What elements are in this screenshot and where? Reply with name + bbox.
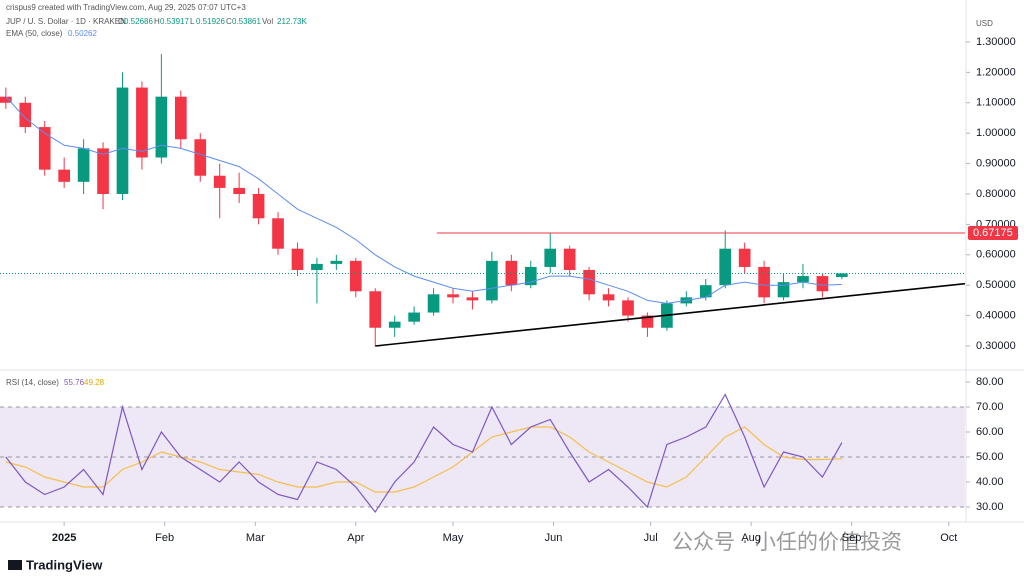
y-tick-label: 1.10000 bbox=[976, 97, 1016, 109]
candle-body bbox=[136, 87, 148, 158]
candle-body bbox=[38, 127, 51, 170]
candle-body bbox=[486, 260, 498, 301]
ohlc-value: 0.53861 bbox=[232, 17, 261, 26]
candle-body bbox=[816, 276, 829, 292]
candle-body bbox=[272, 218, 284, 249]
x-tick-label: 2025 bbox=[52, 532, 76, 544]
candle-body bbox=[213, 175, 226, 188]
candle-body bbox=[427, 294, 440, 313]
candle-body bbox=[233, 187, 245, 194]
candle-body bbox=[505, 260, 518, 286]
rsi-line bbox=[5, 393, 843, 514]
brand: TradingView bbox=[26, 557, 103, 572]
ohlc-label: H bbox=[154, 17, 160, 26]
candle-body bbox=[602, 294, 615, 301]
x-tick-label: Oct bbox=[940, 532, 957, 544]
candle-body bbox=[19, 102, 32, 128]
y-tick-label: 30.00 bbox=[976, 501, 1004, 513]
ohlc-label: L bbox=[190, 17, 195, 26]
candle-body bbox=[369, 291, 382, 328]
candle-body bbox=[738, 248, 751, 267]
candle-body bbox=[330, 260, 343, 264]
candle-body bbox=[797, 276, 809, 283]
candle-body bbox=[155, 96, 168, 158]
candle-body bbox=[174, 96, 187, 140]
candle-body bbox=[0, 96, 12, 103]
ema-legend: EMA (50, close) bbox=[6, 29, 63, 38]
volume-label: Vol bbox=[262, 17, 273, 26]
rsi-legend: RSI (14, close) bbox=[6, 378, 59, 387]
rsi-legend-value: 55.76 bbox=[64, 378, 85, 387]
ema-line bbox=[5, 96, 842, 304]
y-tick-label: 40.00 bbox=[976, 476, 1004, 488]
candle-body bbox=[194, 139, 207, 176]
y-tick-label: 0.60000 bbox=[976, 249, 1016, 261]
y-tick-label: 70.00 bbox=[976, 401, 1004, 413]
candle-body bbox=[583, 269, 595, 295]
author: crispus9 created with TradingView.com, A… bbox=[6, 3, 246, 12]
candle-body bbox=[388, 321, 401, 328]
symbol: JUP / U. S. Dollar · 1D · KRAKEN bbox=[6, 17, 126, 26]
y-tick-label: 0.50000 bbox=[976, 279, 1016, 291]
x-tick-label: Aug bbox=[741, 532, 761, 544]
currency: USD bbox=[976, 19, 993, 28]
candle-body bbox=[311, 263, 323, 270]
candle-body bbox=[777, 282, 790, 298]
candle-body bbox=[252, 193, 265, 219]
y-tick-label: 0.40000 bbox=[976, 309, 1016, 321]
candle-body bbox=[291, 248, 304, 270]
y-tick-label: 1.00000 bbox=[976, 127, 1016, 139]
logo-mark bbox=[8, 560, 22, 570]
trendline bbox=[375, 282, 966, 347]
y-tick-label: 50.00 bbox=[976, 451, 1004, 463]
ohlc-value: 0.51926 bbox=[196, 17, 225, 26]
candle-body bbox=[622, 300, 634, 316]
candle-body bbox=[116, 87, 129, 194]
ohlc-value: 0.52686 bbox=[124, 17, 153, 26]
candle-body bbox=[544, 248, 557, 267]
candle-body bbox=[408, 312, 420, 322]
x-tick-label: Apr bbox=[347, 532, 364, 544]
y-tick-label: 0.30000 bbox=[976, 340, 1016, 352]
candle-body bbox=[758, 266, 770, 298]
x-tick-label: Mar bbox=[246, 532, 265, 544]
ohlc-value: 0.53917 bbox=[160, 17, 189, 26]
candle-body bbox=[719, 248, 732, 286]
candle-body bbox=[524, 266, 537, 286]
candle-body bbox=[77, 148, 90, 182]
x-tick-label: May bbox=[443, 532, 464, 544]
rsi-ma-legend-value: 49.28 bbox=[84, 378, 105, 387]
watermark: 公众号 · 小任的价值投资 bbox=[672, 530, 902, 554]
ohlc-label: C bbox=[226, 17, 232, 26]
ema-legend-value: 0.50262 bbox=[68, 29, 97, 38]
candle-body bbox=[349, 260, 362, 292]
x-tick-label: Sep bbox=[842, 532, 862, 544]
resistance-label: 0.67175 bbox=[973, 227, 1013, 239]
resistance-label-box bbox=[968, 225, 1018, 240]
y-tick-label: 60.00 bbox=[976, 426, 1004, 438]
candle-body bbox=[97, 148, 109, 194]
x-tick-label: Jun bbox=[545, 532, 563, 544]
y-tick-label: 0.80000 bbox=[976, 188, 1016, 200]
candle-body bbox=[58, 169, 70, 182]
y-tick-label: 1.30000 bbox=[976, 36, 1016, 48]
candle-body bbox=[466, 297, 479, 301]
candle-body bbox=[699, 285, 712, 298]
y-tick-label: 1.20000 bbox=[976, 66, 1016, 78]
candle-body bbox=[641, 315, 654, 328]
candle-body bbox=[447, 294, 459, 298]
y-tick-label: 80.00 bbox=[976, 376, 1004, 388]
x-tick-label: Feb bbox=[155, 532, 174, 544]
ohlc-label: O bbox=[118, 17, 124, 26]
candle-body bbox=[836, 273, 848, 278]
y-tick-label: 0.90000 bbox=[976, 157, 1016, 169]
volume-value: 212.73K bbox=[277, 17, 307, 26]
candle-body bbox=[563, 248, 576, 270]
brand-logo: TradingView bbox=[8, 557, 103, 572]
x-tick-label: Jul bbox=[644, 532, 658, 544]
rsi-ma-line bbox=[5, 426, 842, 493]
